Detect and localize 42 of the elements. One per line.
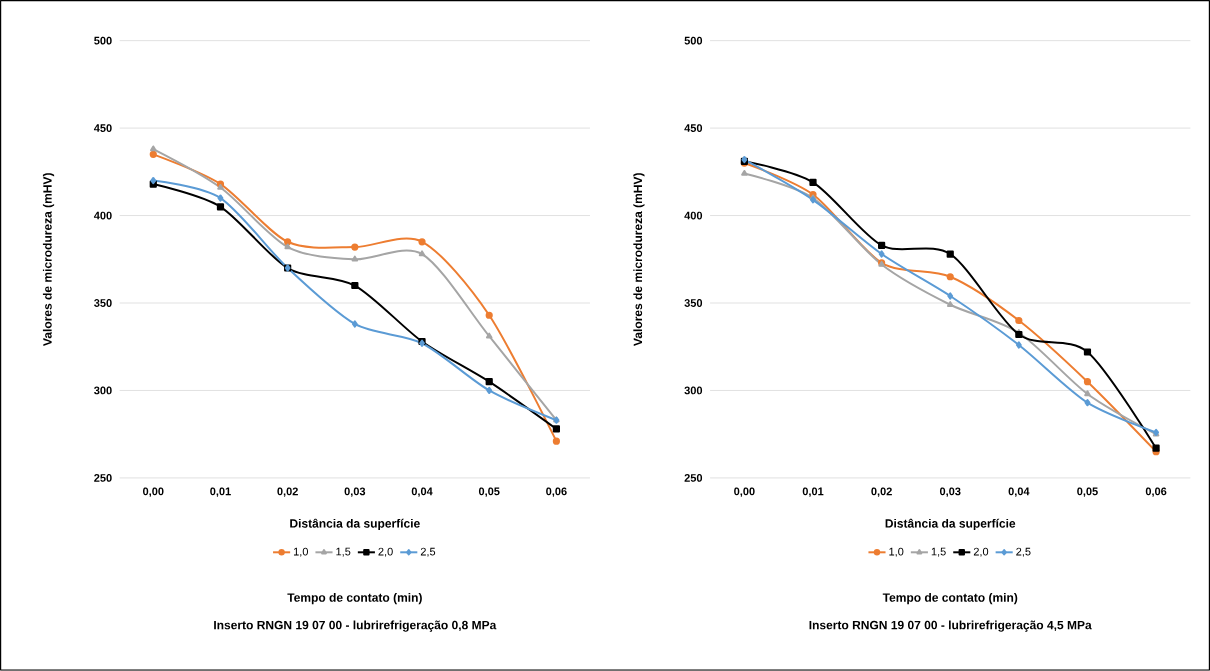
legend-label: 1,5 bbox=[931, 547, 946, 557]
legend-label: 1,0 bbox=[889, 547, 904, 557]
x-tick-label: 0,05 bbox=[1077, 487, 1098, 498]
y-tick-label: 450 bbox=[93, 124, 112, 133]
x-tick-label: 0,00 bbox=[734, 487, 755, 498]
x-tick-label: 0,05 bbox=[478, 487, 500, 498]
x-axis-title: Distância da superfície bbox=[290, 518, 420, 531]
y-axis-title: Valores de microdureza (mHV) bbox=[42, 173, 55, 347]
x-tick-label: 0,04 bbox=[1008, 487, 1030, 498]
text: Inserto RNGN 19 07 00 - lubrirefrigeração 4,5 MPa bbox=[809, 620, 1092, 632]
y-tick-label: 400 bbox=[684, 211, 703, 220]
legend-title: Tempo de contato (min) bbox=[882, 593, 1018, 605]
y-tick-label: 300 bbox=[94, 386, 112, 395]
x-tick-label: 0,01 bbox=[802, 487, 824, 498]
legend-label: 2,0 bbox=[378, 547, 393, 557]
y-tick-label: 400 bbox=[93, 211, 112, 220]
y-tick-label: 250 bbox=[684, 474, 703, 482]
legend-title: Tempo de contato (min) bbox=[287, 593, 422, 605]
y-tick-label: 300 bbox=[684, 386, 703, 395]
legend-label: 2,5 bbox=[1016, 547, 1031, 557]
y-axis-title: Valores de microdureza (mHV) bbox=[633, 173, 645, 347]
y-tick-label: 350 bbox=[94, 299, 112, 308]
x-tick-label: 0,00 bbox=[143, 487, 164, 498]
legend-label: 2,5 bbox=[420, 547, 436, 557]
x-tick-label: 0,06 bbox=[1145, 487, 1167, 498]
x-tick-label: 0,03 bbox=[939, 487, 961, 498]
x-tick-label: 0,03 bbox=[344, 487, 366, 498]
y-tick-label: 450 bbox=[684, 124, 703, 133]
x-tick-label: 0,02 bbox=[277, 487, 298, 498]
legend-label: 1,5 bbox=[336, 547, 351, 557]
y-tick-label: 250 bbox=[94, 474, 112, 482]
x-axis-title: Distância da superfície bbox=[885, 518, 1016, 531]
y-tick-label: 350 bbox=[684, 299, 703, 308]
legend-label: 1,0 bbox=[293, 547, 308, 557]
x-tick-label: 0,06 bbox=[546, 487, 567, 498]
x-tick-label: 0,01 bbox=[210, 487, 231, 498]
x-tick-label: 0,04 bbox=[411, 487, 433, 498]
x-tick-label: 0,02 bbox=[871, 487, 892, 498]
legend-label: 2,0 bbox=[973, 547, 989, 557]
y-tick-label: 500 bbox=[684, 36, 703, 45]
text: Inserto RNGN 19 07 00 - lubrirefrigeração 0,8 MPa bbox=[214, 620, 497, 632]
y-tick-label: 500 bbox=[94, 36, 112, 45]
